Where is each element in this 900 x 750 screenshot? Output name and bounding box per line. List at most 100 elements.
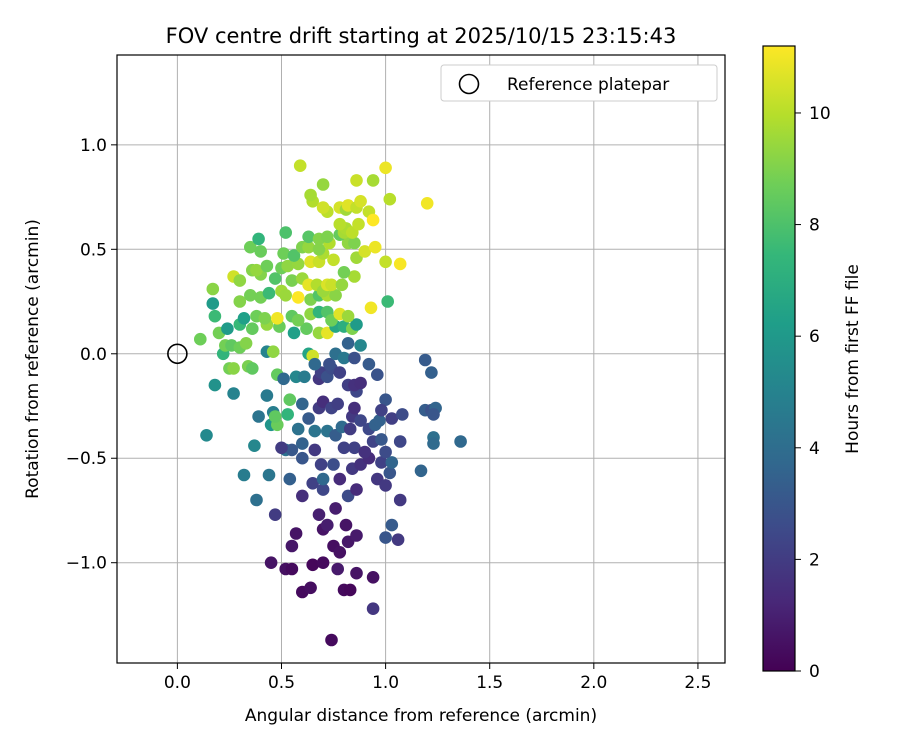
data-point	[343, 583, 357, 597]
data-point	[352, 217, 365, 231]
data-point	[350, 318, 363, 331]
colorbar-tick-label: 2	[809, 550, 820, 570]
data-point	[285, 539, 299, 553]
data-point	[291, 291, 305, 304]
data-point	[348, 351, 361, 365]
data-point	[381, 295, 395, 308]
data-point	[350, 529, 363, 542]
data-point	[383, 192, 397, 206]
data-point	[287, 326, 301, 340]
colorbar-tick-label: 4	[809, 439, 820, 459]
data-point	[348, 270, 361, 283]
data-point	[252, 410, 265, 423]
data-point	[316, 201, 330, 214]
data-point	[221, 322, 234, 336]
data-point	[348, 236, 361, 250]
data-point	[420, 197, 434, 210]
data-point	[337, 351, 351, 365]
data-point	[296, 451, 309, 465]
data-point	[306, 477, 320, 490]
data-point	[348, 401, 361, 415]
data-point	[331, 562, 345, 576]
data-point	[200, 429, 213, 442]
data-point	[298, 370, 311, 384]
data-point	[246, 362, 259, 375]
legend-box	[440, 64, 718, 102]
data-point	[262, 468, 276, 482]
colorbar-gradient	[762, 45, 796, 672]
data-point	[285, 274, 299, 287]
data-point	[316, 178, 330, 191]
data-point	[366, 602, 380, 615]
y-tick-label: −1.0	[66, 554, 107, 574]
data-point	[316, 483, 330, 496]
data-point	[244, 289, 257, 302]
data-point	[250, 263, 263, 277]
data-point	[308, 443, 322, 457]
data-point	[296, 397, 309, 411]
data-points	[194, 159, 467, 647]
data-point	[285, 443, 299, 457]
y-tick-label: 0.5	[80, 240, 107, 260]
data-point	[275, 441, 288, 455]
data-point	[354, 376, 367, 390]
data-point	[331, 397, 345, 411]
colorbar-tick-label: 8	[809, 216, 820, 236]
data-point	[327, 458, 340, 471]
data-point	[277, 247, 290, 260]
data-point	[366, 571, 380, 584]
data-point	[339, 518, 353, 532]
data-point	[258, 312, 272, 325]
data-point	[333, 217, 347, 231]
data-point	[427, 437, 440, 450]
data-point	[302, 230, 315, 244]
legend-reference-marker	[458, 73, 480, 95]
data-point	[250, 493, 263, 507]
data-point	[385, 412, 399, 425]
data-point	[379, 445, 392, 459]
data-point	[341, 337, 355, 350]
data-point	[321, 518, 334, 532]
data-point	[343, 422, 357, 436]
data-point	[375, 403, 388, 417]
data-point	[366, 174, 380, 187]
colorbar-label: Hours from first FF file	[843, 264, 863, 454]
legend: Reference platepar	[440, 64, 718, 102]
data-point	[252, 232, 265, 246]
data-point	[312, 508, 326, 521]
data-point	[373, 414, 386, 427]
reference-platepar-marker	[167, 343, 188, 365]
data-point	[393, 435, 407, 448]
x-tick-label: 2.0	[580, 673, 607, 693]
x-axis-ticks: 0.0 0.5 1.0 1.5 2.0 2.5	[164, 663, 711, 693]
x-tick-label: 0.5	[268, 673, 295, 693]
data-point	[335, 278, 349, 292]
data-point	[323, 357, 336, 371]
data-point	[237, 312, 251, 325]
data-point	[391, 533, 405, 546]
data-point	[358, 245, 372, 258]
data-point	[281, 408, 295, 421]
data-point	[233, 295, 247, 308]
x-tick-label: 0.0	[164, 673, 191, 693]
data-point	[208, 309, 222, 323]
data-point	[279, 289, 293, 302]
data-point	[312, 243, 326, 256]
data-point	[289, 527, 303, 540]
data-point	[208, 378, 222, 392]
data-point	[260, 259, 274, 273]
data-point	[385, 518, 399, 532]
x-tick-label: 1.5	[476, 673, 503, 693]
data-point	[206, 297, 220, 310]
colorbar-tick-label: 0	[809, 662, 820, 682]
data-point	[368, 240, 382, 254]
data-point	[333, 366, 347, 379]
data-point	[333, 472, 347, 486]
data-point	[260, 389, 274, 402]
data-point	[283, 393, 297, 407]
x-tick-label: 1.0	[372, 673, 399, 693]
data-point	[321, 230, 334, 244]
data-point	[314, 458, 328, 471]
data-point	[350, 483, 363, 496]
